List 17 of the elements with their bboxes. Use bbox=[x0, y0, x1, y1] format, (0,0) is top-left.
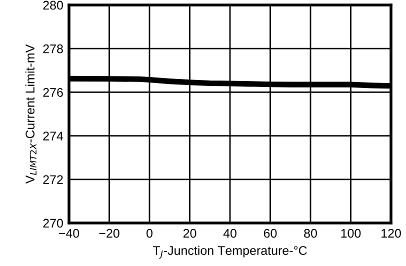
x-tick-label: −40 bbox=[59, 228, 80, 238]
x-tick-label: 60 bbox=[264, 228, 277, 238]
x-tick-label: 20 bbox=[183, 228, 196, 238]
x-tick-label: 100 bbox=[341, 228, 361, 238]
y-tick-label: 280 bbox=[43, 0, 63, 10]
x-tick-label: −20 bbox=[99, 228, 120, 238]
y-tick-label: 270 bbox=[43, 218, 63, 228]
x-tick-label: 120 bbox=[382, 228, 401, 238]
y-tick-label: 276 bbox=[43, 88, 63, 97]
y-tick-label: 272 bbox=[43, 175, 63, 184]
x-tick-label: 80 bbox=[304, 228, 317, 238]
x-axis-title: T$_{J}$-Junction Temperature-°C bbox=[152, 246, 307, 259]
y-axis-title: V$_{LIMT2X}$-Current Limit-mV bbox=[25, 44, 36, 184]
y-tick-label: 274 bbox=[43, 132, 64, 140]
x-tick-label: 0 bbox=[146, 228, 152, 238]
y-tick-label: 278 bbox=[43, 44, 63, 54]
x-tick-label: 40 bbox=[223, 228, 236, 238]
